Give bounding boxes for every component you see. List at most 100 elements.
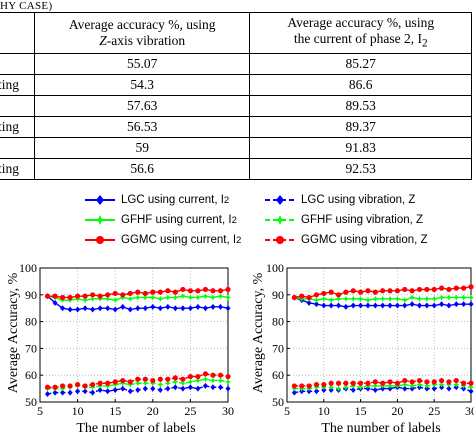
data-point bbox=[172, 384, 178, 391]
data-point bbox=[172, 294, 179, 301]
data-point bbox=[187, 288, 193, 294]
data-point bbox=[313, 381, 320, 388]
data-point bbox=[59, 297, 66, 304]
data-point bbox=[157, 376, 163, 382]
data-point bbox=[90, 292, 96, 298]
data-point bbox=[194, 294, 201, 301]
legend-line-ggmc-current bbox=[85, 236, 115, 244]
data-point bbox=[387, 379, 393, 385]
data-point bbox=[372, 289, 378, 295]
data-point bbox=[74, 295, 81, 302]
data-point bbox=[164, 294, 171, 301]
data-point bbox=[313, 292, 320, 298]
header-vibration-z: Z bbox=[99, 33, 107, 48]
data-point bbox=[402, 286, 408, 293]
x-tick-label: 20 bbox=[391, 404, 403, 418]
header-cell-empty bbox=[0, 12, 35, 54]
table-header-row: Average accuracy %, using Z-axis vibrati… bbox=[0, 12, 472, 54]
data-point bbox=[394, 380, 400, 386]
data-point bbox=[321, 290, 327, 297]
legend-line-ggmc-vibration bbox=[265, 236, 295, 244]
data-point bbox=[416, 302, 422, 309]
table-caption: HY CASE) bbox=[0, 0, 53, 12]
data-point bbox=[298, 385, 305, 392]
data-point bbox=[105, 292, 111, 298]
current-value: 85.27 bbox=[249, 53, 472, 75]
data-point bbox=[328, 302, 334, 309]
data-point bbox=[423, 295, 430, 302]
data-point bbox=[120, 385, 126, 392]
data-point bbox=[320, 384, 327, 391]
data-point bbox=[97, 305, 103, 312]
data-point bbox=[90, 306, 96, 313]
data-point bbox=[82, 388, 88, 395]
data-point bbox=[82, 305, 88, 312]
data-point bbox=[150, 377, 156, 384]
data-point bbox=[291, 383, 297, 389]
data-point bbox=[142, 376, 148, 382]
data-point bbox=[210, 384, 216, 391]
data-point bbox=[67, 306, 73, 313]
data-point bbox=[165, 303, 171, 310]
row-label: ting bbox=[0, 74, 35, 96]
data-point bbox=[350, 288, 356, 294]
data-point bbox=[402, 302, 408, 309]
data-point bbox=[112, 386, 118, 393]
data-point bbox=[225, 378, 231, 385]
data-point bbox=[372, 379, 378, 385]
data-point bbox=[380, 380, 386, 386]
data-point bbox=[401, 381, 408, 388]
data-point bbox=[202, 376, 209, 383]
data-point bbox=[202, 371, 209, 377]
header-current-sub: 2 bbox=[422, 37, 428, 50]
data-point bbox=[424, 286, 430, 293]
data-point bbox=[299, 383, 305, 389]
row-label bbox=[0, 53, 35, 75]
data-point bbox=[75, 306, 81, 313]
table-row: ting 54.3 86.6 bbox=[0, 74, 472, 96]
data-point bbox=[44, 293, 51, 299]
data-point bbox=[127, 381, 134, 388]
data-point bbox=[438, 381, 445, 388]
y-tick-label: 90 bbox=[272, 288, 284, 302]
data-point bbox=[299, 293, 305, 299]
table-row: ting 56.6 92.53 bbox=[0, 158, 472, 180]
data-point bbox=[187, 384, 193, 391]
data-point bbox=[335, 292, 342, 298]
data-point bbox=[142, 294, 149, 301]
data-point bbox=[52, 293, 58, 299]
data-point bbox=[202, 305, 208, 312]
data-point bbox=[67, 294, 73, 301]
data-point bbox=[135, 376, 141, 382]
data-point bbox=[364, 297, 371, 304]
data-point bbox=[380, 302, 386, 309]
data-point bbox=[446, 302, 452, 309]
data-point bbox=[416, 295, 423, 302]
data-point bbox=[119, 380, 126, 387]
data-point bbox=[164, 380, 171, 387]
header-vibration-line1: Average accuracy %, using bbox=[68, 17, 216, 32]
data-point bbox=[409, 294, 416, 301]
y-tick-label: 50 bbox=[25, 395, 37, 409]
legend-item-gfhf-vibration: GFHF using vibration, Z bbox=[265, 211, 423, 229]
y-tick-label: 100 bbox=[266, 261, 284, 275]
data-point bbox=[453, 301, 459, 308]
data-point bbox=[210, 372, 216, 378]
data-point bbox=[44, 384, 51, 390]
chart-2: 50 60 70 80 90 100 5 10 15 20 25 30 The number of la… bbox=[251, 261, 474, 436]
data-point bbox=[112, 306, 118, 313]
data-point bbox=[112, 297, 119, 304]
data-point bbox=[172, 378, 179, 385]
data-point bbox=[306, 294, 312, 301]
data-point bbox=[416, 381, 423, 388]
data-point bbox=[446, 379, 452, 385]
table-row: ting 56.53 89.37 bbox=[0, 116, 472, 138]
row-label: ting bbox=[0, 116, 35, 138]
header-vibration: Average accuracy %, using Z-axis vibrati… bbox=[33, 12, 251, 54]
legend-label: GFHF using current, I bbox=[121, 214, 232, 226]
data-point bbox=[364, 382, 371, 389]
data-point bbox=[225, 385, 231, 392]
data-point bbox=[67, 297, 74, 304]
